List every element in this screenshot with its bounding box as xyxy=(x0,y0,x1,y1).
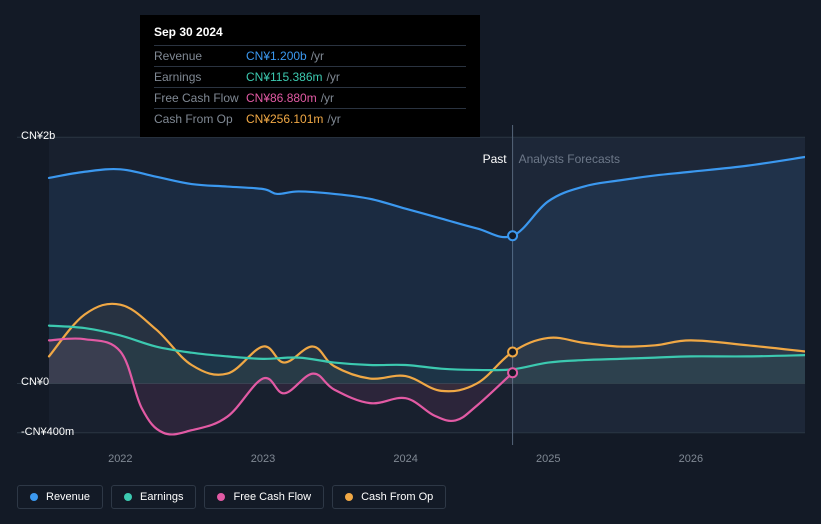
yaxis-label: CN¥2b xyxy=(21,130,55,142)
chart-area: CN¥2b CN¥0 -CN¥400m 2022 2023 2024 2025 2026 P… xyxy=(17,125,805,470)
xaxis-label: 2022 xyxy=(108,453,132,465)
legend-chip-earnings[interactable]: Earnings xyxy=(111,485,196,509)
xaxis-label: 2026 xyxy=(679,453,703,465)
tooltip-row-suffix: /yr xyxy=(327,70,340,84)
legend-chip-label: Earnings xyxy=(140,491,183,503)
tooltip-row-label: Earnings xyxy=(154,70,246,84)
tooltip-row-suffix: /yr xyxy=(311,49,324,63)
legend-dot xyxy=(217,493,225,501)
legend-chip-cash-from-op[interactable]: Cash From Op xyxy=(332,485,446,509)
legend-chip-label: Cash From Op xyxy=(361,491,433,503)
legend-dot xyxy=(345,493,353,501)
tooltip-row-value: CN¥86.880m xyxy=(246,91,317,105)
tooltip-row: EarningsCN¥115.386m/yr xyxy=(154,66,466,87)
legend-row: Revenue Earnings Free Cash Flow Cash From O… xyxy=(17,485,446,509)
xaxis-label: 2023 xyxy=(251,453,275,465)
legend-dot xyxy=(124,493,132,501)
tooltip-row-label: Revenue xyxy=(154,49,246,63)
legend-chip-revenue[interactable]: Revenue xyxy=(17,485,103,509)
xaxis-label: 2024 xyxy=(393,453,417,465)
tooltip-row-value: CN¥256.101m xyxy=(246,112,323,126)
tooltip-row-label: Free Cash Flow xyxy=(154,91,246,105)
tooltip-panel: Sep 30 2024 RevenueCN¥1.200b/yrEarningsC… xyxy=(140,15,480,137)
tooltip-date: Sep 30 2024 xyxy=(154,25,466,45)
tooltip-row: Cash From OpCN¥256.101m/yr xyxy=(154,108,466,129)
chart-svg xyxy=(17,125,805,445)
tooltip-row-label: Cash From Op xyxy=(154,112,246,126)
legend-chip-label: Revenue xyxy=(46,491,90,503)
legend-dot xyxy=(30,493,38,501)
legend-chip-label: Free Cash Flow xyxy=(233,491,311,503)
legend-chip-free-cash-flow[interactable]: Free Cash Flow xyxy=(204,485,324,509)
tooltip-row-suffix: /yr xyxy=(327,112,340,126)
forecast-label: Analysts Forecasts xyxy=(519,152,620,166)
yaxis-label: CN¥0 xyxy=(21,376,49,388)
tooltip-row: RevenueCN¥1.200b/yr xyxy=(154,45,466,66)
tooltip-row-suffix: /yr xyxy=(321,91,334,105)
xaxis-label: 2025 xyxy=(536,453,560,465)
tooltip-row: Free Cash FlowCN¥86.880m/yr xyxy=(154,87,466,108)
tooltip-row-value: CN¥1.200b xyxy=(246,49,307,63)
past-label: Past xyxy=(483,152,507,166)
yaxis-label: -CN¥400m xyxy=(21,426,74,438)
tooltip-row-value: CN¥115.386m xyxy=(246,70,323,84)
